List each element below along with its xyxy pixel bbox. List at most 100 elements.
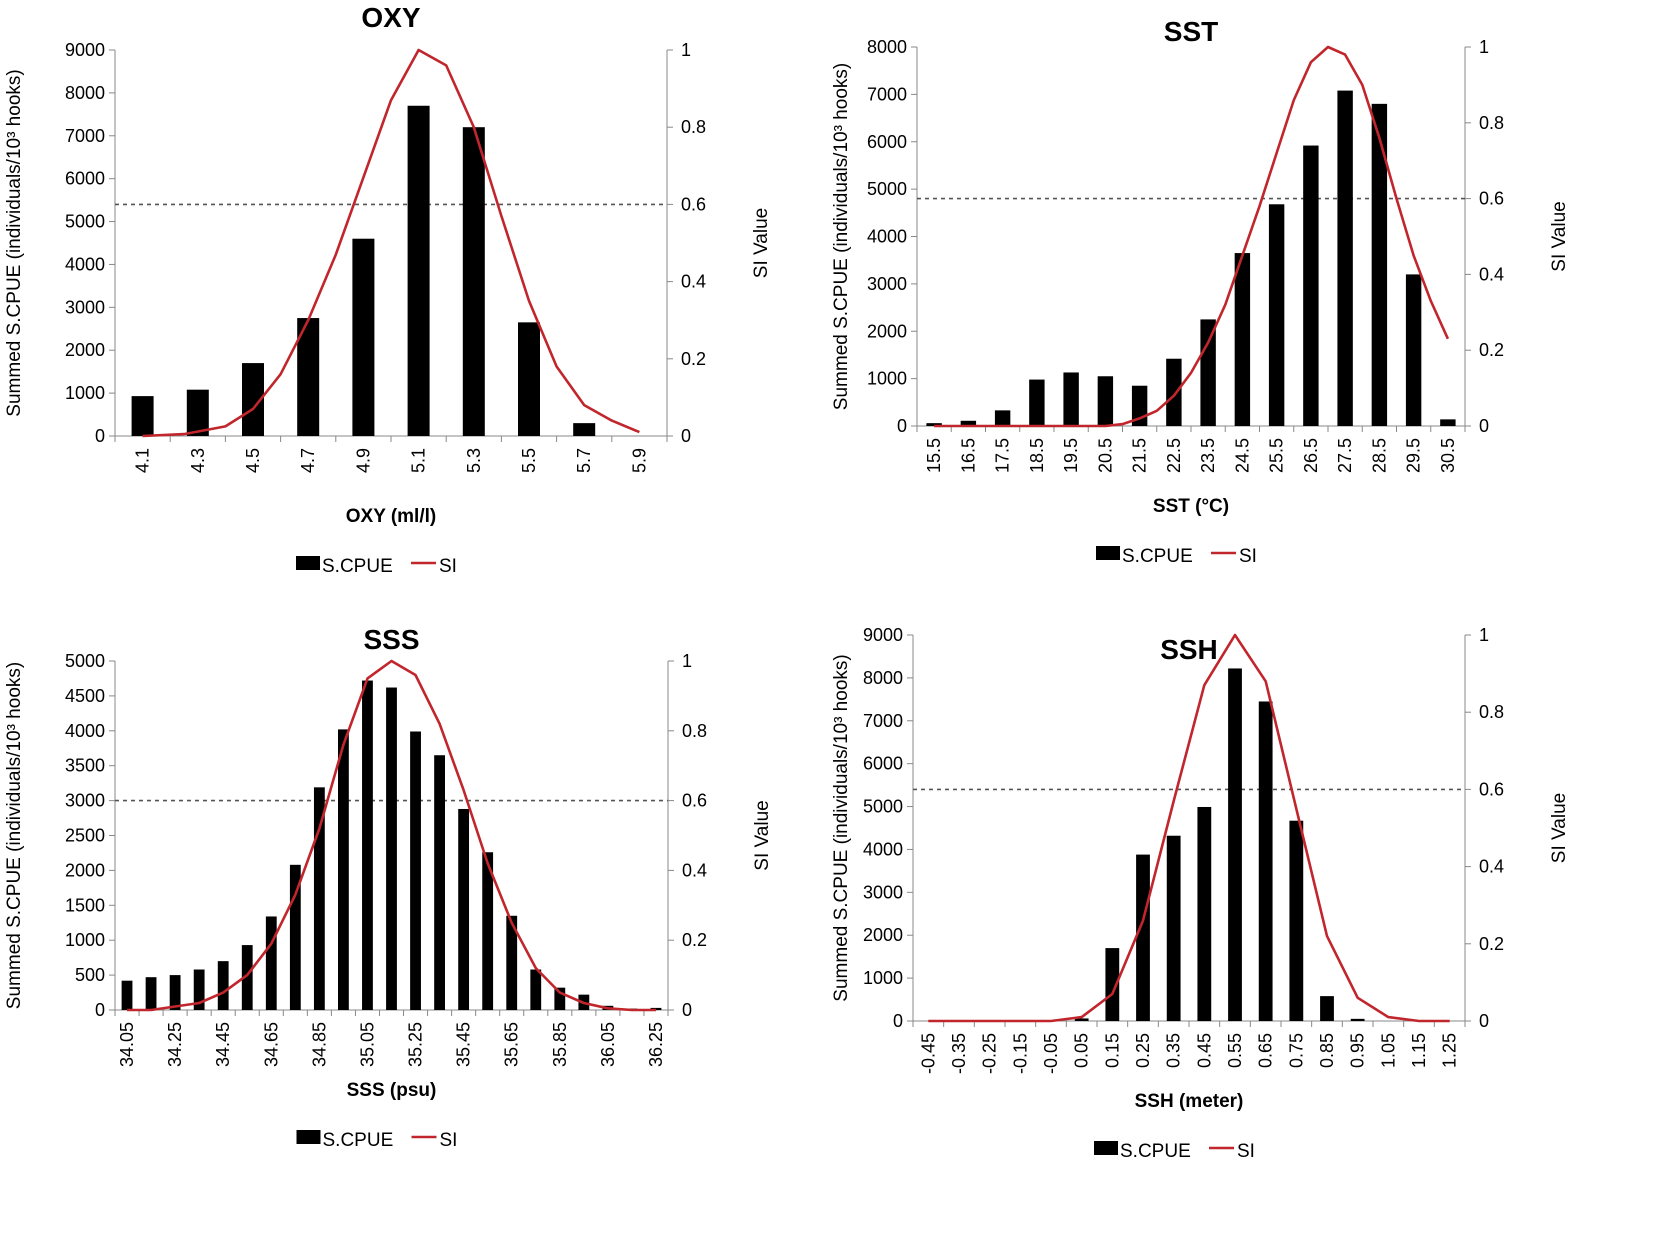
- y-tick-label: 5000: [867, 179, 907, 199]
- y-tick-label: 1000: [65, 383, 105, 403]
- bar-s-cpue: [121, 980, 133, 1010]
- bar-s-cpue: [1320, 996, 1334, 1021]
- x-tick-label: 0.15: [1102, 1033, 1122, 1068]
- y-tick-label: 1000: [863, 968, 903, 988]
- y-tick-label: 6000: [65, 169, 105, 189]
- y-tick-label: 8000: [867, 37, 907, 57]
- x-tick-label: 0.55: [1225, 1033, 1245, 1068]
- y2-tick-label: 0.8: [682, 721, 707, 741]
- y-tick-label: 500: [75, 965, 105, 985]
- x-tick-label: 5.9: [629, 448, 649, 473]
- x-tick-label: -0.15: [1010, 1033, 1030, 1074]
- y-axis-label-right: SI Value: [1549, 793, 1570, 863]
- x-tick-label: 1.25: [1440, 1033, 1460, 1068]
- bar-s-cpue: [1258, 701, 1273, 1021]
- y-tick-label: 9000: [863, 625, 903, 645]
- bar-s-cpue: [338, 729, 349, 1010]
- y-tick-label: 4000: [65, 254, 105, 274]
- x-tick-label: 29.5: [1404, 438, 1424, 473]
- si-line: [142, 48, 640, 438]
- bar-s-cpue: [1063, 372, 1079, 426]
- x-tick-label: 25.5: [1267, 438, 1287, 473]
- bar-s-cpue: [217, 961, 229, 1010]
- si-line: [934, 45, 1450, 428]
- bar-s-cpue: [554, 987, 566, 1010]
- x-tick-label: 35.85: [550, 1022, 570, 1067]
- y-tick-label: 2000: [65, 340, 105, 360]
- bar-s-cpue: [1303, 145, 1319, 427]
- y2-tick-label: 0.6: [1479, 779, 1504, 799]
- bar-s-cpue: [462, 127, 485, 436]
- bar-s-cpue: [1289, 820, 1304, 1021]
- bar-s-cpue: [530, 969, 542, 1010]
- bar-s-cpue: [573, 423, 596, 436]
- y2-tick-label: 0: [1479, 416, 1489, 436]
- bar-s-cpue: [1371, 103, 1388, 426]
- y-tick-label: 2000: [863, 925, 903, 945]
- x-tick-label: 5.1: [409, 448, 429, 473]
- x-tick-label: -0.45: [918, 1033, 938, 1074]
- x-tick-label: 0.25: [1133, 1033, 1153, 1068]
- x-tick-label: 17.5: [993, 438, 1013, 473]
- bar-s-cpue: [1440, 419, 1456, 426]
- chart-panel-oxy: OXY 0 1000 2000 3000 4000 5000 6000 7000 8000 9000…: [0, 0, 827, 623]
- y2-tick-label: 0.4: [681, 272, 706, 292]
- bar-s-cpue: [1337, 90, 1353, 427]
- y2-tick-label: 0.4: [682, 860, 707, 880]
- y2-tick-label: 0.6: [1479, 189, 1504, 209]
- y2-tick-label: 0.2: [1479, 934, 1504, 954]
- x-tick-label: 0.35: [1164, 1033, 1184, 1068]
- x-axis-label: OXY (ml/l): [346, 506, 436, 527]
- y-tick-label: 8000: [863, 668, 903, 688]
- bar-s-cpue: [1200, 319, 1216, 426]
- x-tick-label: 4.5: [243, 448, 263, 473]
- x-tick-label: -0.25: [980, 1033, 1000, 1074]
- x-tick-label: 5.5: [519, 448, 539, 473]
- x-tick-label: 34.45: [213, 1022, 233, 1067]
- y-axis-label-left: Summed S.CPUE (individuals/10³ hooks): [831, 63, 852, 410]
- x-tick-label: 34.65: [261, 1022, 281, 1067]
- bar-s-cpue: [193, 969, 205, 1010]
- y-axis-label-right: SI Value: [1549, 201, 1570, 271]
- x-tick-label: 1.05: [1378, 1033, 1398, 1068]
- legend-label-s-cpue: S.CPUE: [1120, 1141, 1191, 1162]
- x-tick-label: 1.15: [1409, 1033, 1429, 1068]
- y-axis-label-right: SI Value: [751, 208, 772, 278]
- x-tick-label: 36.25: [646, 1022, 666, 1067]
- x-tick-label: 0.75: [1286, 1033, 1306, 1068]
- x-tick-label: 4.9: [353, 448, 373, 473]
- x-tick-label: 0.45: [1194, 1033, 1214, 1068]
- y-tick-label: 3500: [65, 756, 105, 776]
- y2-tick-label: 0: [681, 426, 691, 446]
- y2-tick-label: 1: [682, 651, 692, 671]
- x-tick-label: 27.5: [1335, 438, 1355, 473]
- y2-tick-label: 1: [1479, 37, 1489, 57]
- chart-panel-ssh: SSH 0 1000 2000 3000 4000 5000 6000 7000 8000 9000…: [827, 623, 1654, 1246]
- legend-label-si: SI: [440, 1130, 458, 1151]
- x-tick-label: 4.7: [298, 448, 318, 473]
- legend-swatch-s-cpue: [296, 1130, 321, 1144]
- x-tick-label: 5.3: [464, 448, 484, 473]
- x-tick-label: 23.5: [1198, 438, 1218, 473]
- chart-title: SSH: [1160, 634, 1218, 665]
- y-tick-label: 0: [893, 1011, 903, 1031]
- bar-s-cpue: [1136, 854, 1150, 1021]
- x-tick-label: -0.35: [949, 1033, 969, 1074]
- y2-tick-label: 1: [1479, 625, 1489, 645]
- chart-title: SSS: [363, 624, 419, 655]
- x-tick-label: 4.1: [133, 448, 153, 473]
- y-tick-label: 2000: [867, 321, 907, 341]
- y-tick-label: 1000: [867, 369, 907, 389]
- x-tick-label: 26.5: [1301, 438, 1321, 473]
- x-tick-label: 20.5: [1095, 438, 1115, 473]
- chart-panel-sss: SSS 0 500 1000 1500 2000 2500 3000 3500 4000 4500 5…: [0, 623, 827, 1246]
- y-tick-label: 0: [95, 426, 105, 446]
- bar-s-cpue: [145, 977, 157, 1010]
- bar-s-cpue: [131, 396, 154, 436]
- bar-s-cpue: [1074, 1018, 1089, 1021]
- x-tick-label: 22.5: [1164, 438, 1184, 473]
- y2-tick-label: 0: [1479, 1011, 1489, 1031]
- x-axis-label: SSH (meter): [1135, 1091, 1244, 1112]
- bar-s-cpue: [289, 864, 301, 1010]
- x-tick-label: -0.05: [1041, 1033, 1061, 1074]
